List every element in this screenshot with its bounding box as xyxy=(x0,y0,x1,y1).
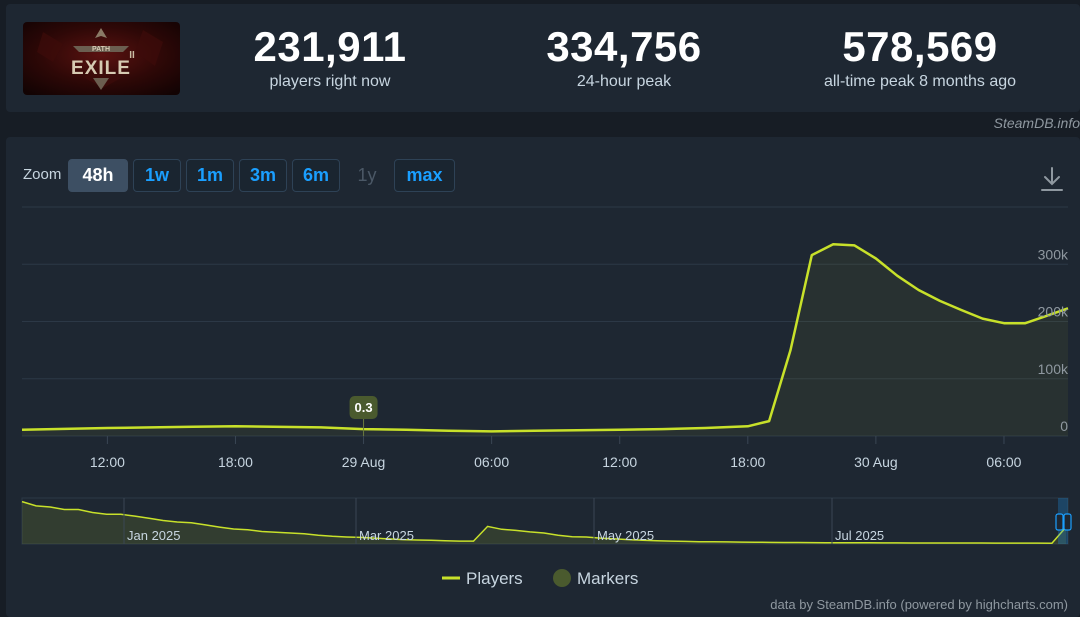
zoom-label: Zoom xyxy=(23,166,62,183)
x-tick-label: 30 Aug xyxy=(854,454,898,470)
navigator-label: Mar 2025 xyxy=(359,528,414,543)
zoom-1m-button[interactable]: 1m xyxy=(186,159,234,192)
y-tick-label: 300k xyxy=(1038,246,1069,262)
players-area-fill xyxy=(22,244,1068,436)
x-axis: 12:00 18:00 29 Aug 06:00 12:00 18:00 30 Aug 06:… xyxy=(90,436,1022,470)
chart-area xyxy=(22,244,1068,436)
zoom-6m-button[interactable]: 6m xyxy=(292,159,340,192)
navigator-line xyxy=(21,500,1067,544)
chart-grid xyxy=(22,206,1068,437)
x-tick-label: 06:00 xyxy=(474,454,509,470)
peak-24h-label: 24-hour peak xyxy=(576,73,672,90)
game-logo[interactable]: PATH EXILE II xyxy=(23,22,180,95)
chart-panel xyxy=(6,137,1080,617)
footer-credit[interactable]: data by SteamDB.info (powered by highcha… xyxy=(770,597,1068,612)
current-players-value: 231,911 xyxy=(253,23,407,70)
y-tick-label: 0 xyxy=(1060,418,1068,434)
chart-line-layer xyxy=(21,242,1069,433)
zoom-max-button[interactable]: max xyxy=(394,159,455,192)
x-tick-label: 12:00 xyxy=(90,454,125,470)
navigator-handle-right[interactable] xyxy=(1063,513,1072,531)
download-icon[interactable] xyxy=(1040,166,1064,192)
zoom-1w-button[interactable]: 1w xyxy=(133,159,181,192)
zoom-48h-button[interactable]: 48h xyxy=(68,159,128,192)
x-tick-label: 18:00 xyxy=(218,454,253,470)
steamdb-credit[interactable]: SteamDB.info xyxy=(993,115,1080,131)
x-tick-label: 29 Aug xyxy=(342,454,386,470)
marker-label: 0.3 xyxy=(355,400,373,415)
legend-markers-label[interactable]: Markers xyxy=(577,569,638,588)
alltime-peak-value: 578,569 xyxy=(842,23,998,70)
logo-art: PATH EXILE II xyxy=(23,22,180,95)
stat-peak-24h: 334,756 24-hour peak xyxy=(518,22,730,92)
logo-numeral: II xyxy=(129,50,135,61)
navigator-label: Jan 2025 xyxy=(127,528,181,543)
navigator-handle-left[interactable] xyxy=(1055,513,1064,531)
y-tick-label: 100k xyxy=(1038,361,1069,377)
navigator[interactable]: Jan 2025 Mar 2025 May 2025 Jul 2025 xyxy=(21,497,1072,545)
alltime-peak-label: all-time peak 8 months ago xyxy=(823,73,1017,90)
stat-current: 231,911 players right now xyxy=(228,22,432,92)
legend-markers-swatch xyxy=(553,569,571,587)
x-tick-label: 06:00 xyxy=(986,454,1021,470)
players-series-line[interactable] xyxy=(21,242,1069,433)
legend[interactable]: Players Markers xyxy=(442,569,638,588)
y-tick-label: 200k xyxy=(1038,304,1069,320)
y-axis: 0 100k 200k 300k xyxy=(1038,246,1069,434)
x-tick-label: 18:00 xyxy=(730,454,765,470)
legend-players-label[interactable]: Players xyxy=(466,569,523,588)
zoom-1y-button: 1y xyxy=(357,165,377,185)
zoom-3m-button[interactable]: 3m xyxy=(239,159,287,192)
peak-24h-value: 334,756 xyxy=(546,23,702,70)
logo-text-top: PATH xyxy=(92,46,110,53)
marker-layer[interactable]: 0.3 xyxy=(349,396,378,436)
navigator-label: Jul 2025 xyxy=(835,528,884,543)
logo-text-main: EXILE xyxy=(71,58,131,79)
navigator-label: May 2025 xyxy=(597,528,654,543)
stat-alltime-peak: 578,569 all-time peak 8 months ago xyxy=(800,22,1040,92)
marker-badge[interactable] xyxy=(349,396,378,419)
stats-panel: PATH EXILE II 231,911 players right now … xyxy=(6,4,1080,112)
x-tick-label: 12:00 xyxy=(602,454,637,470)
current-players-label: players right now xyxy=(269,73,391,90)
